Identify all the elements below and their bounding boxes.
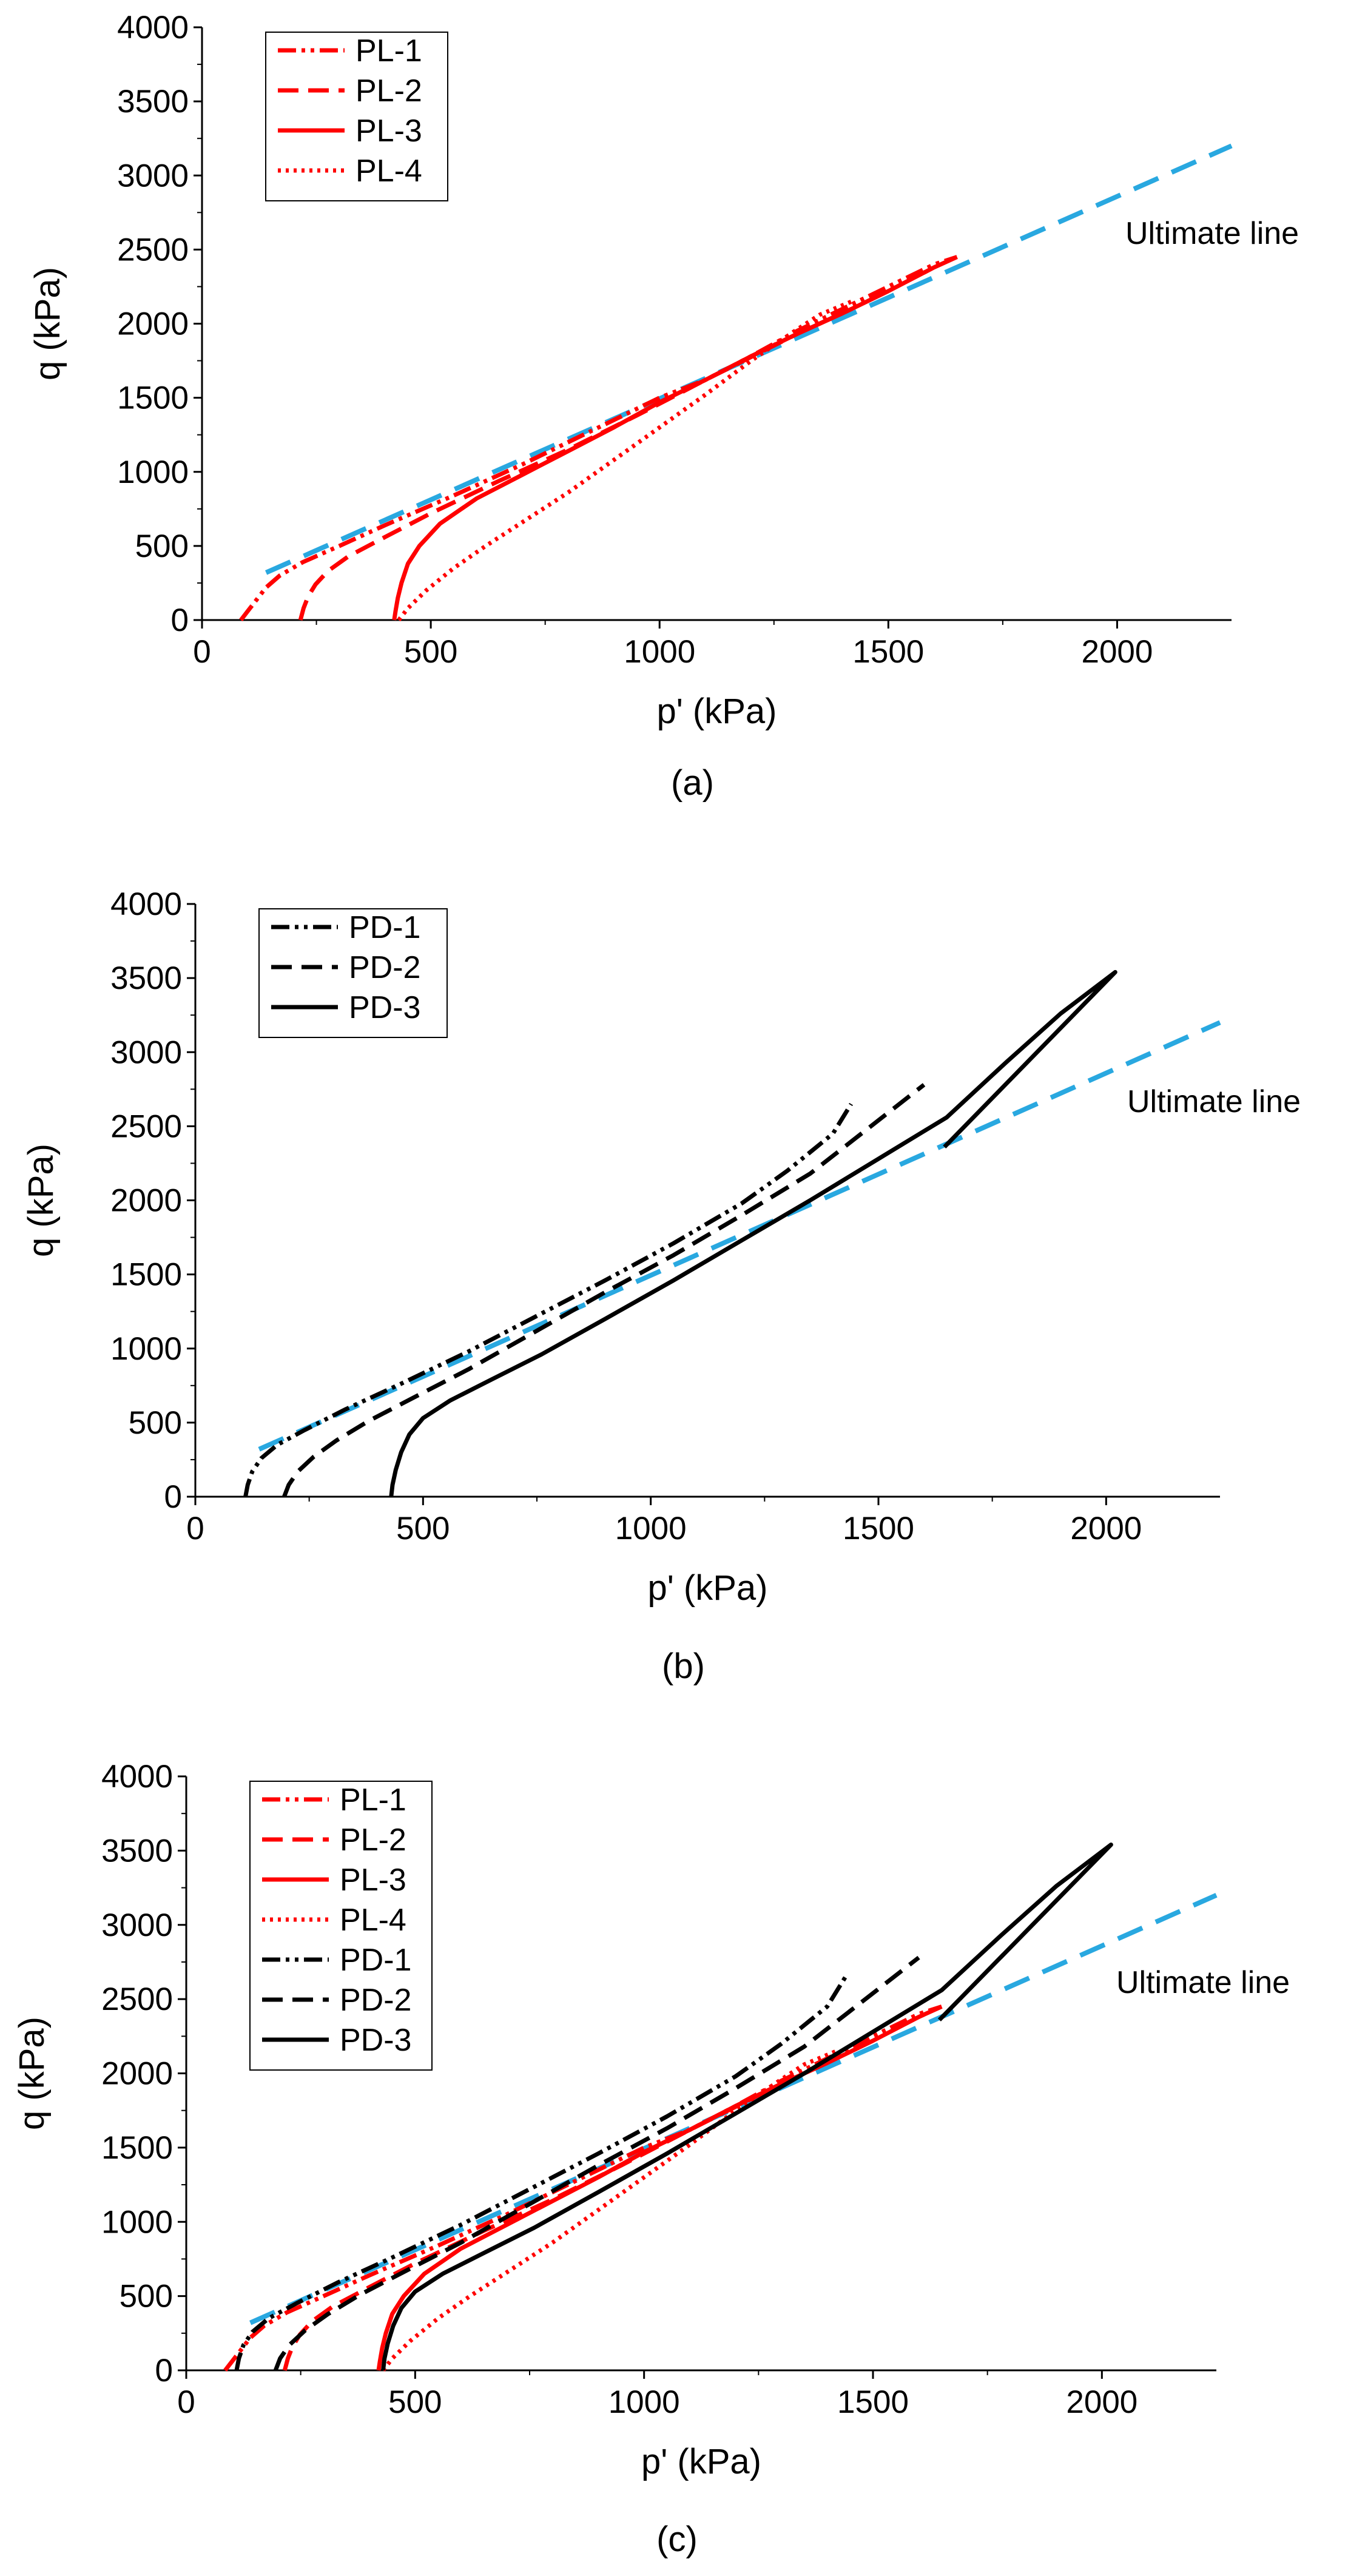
series-pl-3-line	[392, 255, 958, 621]
y-tick-label: 1000	[117, 454, 189, 490]
chart-panel-2: 0 500 1000 1500 2000 2500 3000 3500 4000 0 500 1000…	[21, 886, 1301, 1686]
chart-panel-1: 0 500 1000 1500 2000 2500 3000 3500 4000 0 500 1000…	[28, 10, 1299, 803]
x-tick-label: 2000	[1070, 1511, 1142, 1546]
y-tick-label: 2500	[110, 1108, 182, 1144]
y-axis-title: q (kPa)	[12, 2017, 52, 2130]
y-axis-title: q (kPa)	[28, 267, 67, 380]
y-tick-label: 2000	[117, 306, 189, 342]
y-tick-label: 1500	[101, 2130, 173, 2166]
legend-label-pl-4: PL-4	[340, 1903, 406, 1938]
y-tick-label: 2500	[101, 1981, 173, 2017]
y-tick-label: 500	[129, 1405, 182, 1441]
legend-label-pd-2: PD-2	[340, 1983, 411, 2018]
legend-label-pl-1: PL-1	[356, 33, 422, 69]
series-pd-2-line	[282, 1083, 926, 1498]
x-tick-label: 1000	[615, 1511, 687, 1546]
chart-panel-3: 0 500 1000 1500 2000 2500 3000 3500 4000 0 500 1000…	[12, 1759, 1290, 2559]
legend-label-pl-3: PL-3	[356, 113, 422, 149]
x-axis-title: p' (kPa)	[641, 2442, 761, 2481]
series-pd-2-line	[273, 1955, 920, 2372]
x-tick-label: 500	[396, 1511, 450, 1546]
y-tick-label: 0	[155, 2353, 173, 2389]
x-tick-label: 1000	[608, 2384, 680, 2420]
panel-caption: (a)	[671, 763, 714, 803]
series-pl-1-line	[239, 255, 958, 622]
y-tick-label: 3000	[101, 1907, 173, 1943]
x-tick-label: 2000	[1066, 2384, 1137, 2420]
series-pd-1-line	[234, 1975, 848, 2371]
x-tick-label: 500	[388, 2384, 442, 2420]
y-tick-label: 3000	[117, 158, 189, 194]
legend-label-pd-3: PD-3	[340, 2023, 411, 2058]
y-tick-label: 1500	[110, 1257, 182, 1293]
legend-label-pd-1: PD-1	[340, 1943, 411, 1978]
y-tick-label: 500	[135, 528, 189, 564]
y-tick-label: 0	[164, 1479, 182, 1515]
x-tick-label: 500	[404, 634, 457, 670]
ultimate-line-label: Ultimate line	[1125, 216, 1299, 251]
y-tick-label: 1000	[110, 1331, 182, 1367]
y-tick-label: 2000	[110, 1183, 182, 1219]
y-axis-title: q (kPa)	[21, 1144, 61, 1257]
legend-label-pl-2: PL-2	[340, 1822, 406, 1858]
legend-box	[249, 1781, 433, 2071]
legend-label-pl-4: PL-4	[356, 153, 422, 189]
x-axis-title: p' (kPa)	[656, 692, 777, 731]
series-pd-1-line	[243, 1102, 853, 1497]
ultimate-line	[249, 1893, 1218, 2325]
x-tick-label: 0	[177, 2384, 195, 2420]
legend-label-pd-2: PD-2	[349, 950, 420, 985]
y-tick-label: 3500	[110, 960, 182, 996]
legend-label-pd-1: PD-1	[349, 910, 420, 945]
y-tick-label: 1000	[101, 2204, 173, 2240]
ultimate-line-label: Ultimate line	[1127, 1084, 1301, 1119]
ultimate-line	[265, 143, 1233, 575]
x-tick-label: 1500	[843, 1511, 914, 1546]
legend-box	[265, 32, 448, 201]
ultimate-line-label: Ultimate line	[1116, 1965, 1290, 2000]
x-tick-label: 0	[193, 634, 211, 670]
legend-label-pl-3: PL-3	[340, 1863, 406, 1898]
series-pd-3-line	[381, 1843, 1113, 2371]
series-pl-4-line	[397, 299, 853, 622]
panel-caption: (c)	[656, 2520, 698, 2559]
y-tick-label: 3500	[117, 84, 189, 120]
legend-box	[258, 908, 448, 1038]
x-tick-label: 1000	[624, 634, 695, 670]
x-tick-label: 1500	[852, 634, 924, 670]
y-tick-label: 3000	[110, 1034, 182, 1070]
y-tick-label: 2500	[117, 232, 189, 268]
ultimate-line	[258, 1020, 1221, 1452]
series-pl-2-line	[298, 306, 853, 621]
y-tick-label: 4000	[110, 886, 182, 922]
y-tick-label: 3500	[101, 1833, 173, 1869]
x-axis-title: p' (kPa)	[647, 1568, 767, 1608]
y-tick-label: 0	[171, 602, 189, 638]
y-tick-label: 1500	[117, 380, 189, 416]
legend-label-pl-2: PL-2	[356, 73, 422, 109]
legend-label-pl-1: PL-1	[340, 1782, 406, 1818]
x-tick-label: 0	[186, 1511, 204, 1546]
x-tick-label: 2000	[1081, 634, 1153, 670]
x-tick-label: 1500	[837, 2384, 909, 2420]
series-pd-3-line	[389, 969, 1117, 1497]
panel-caption: (b)	[662, 1647, 705, 1686]
y-tick-label: 2000	[101, 2056, 173, 2092]
series-pl-3-line	[376, 2004, 943, 2371]
y-tick-label: 500	[120, 2279, 173, 2315]
series-pl-4-line	[381, 2049, 837, 2372]
y-tick-label: 4000	[101, 1759, 173, 1795]
y-tick-label: 4000	[117, 10, 189, 46]
legend-label-pd-3: PD-3	[349, 990, 420, 1025]
